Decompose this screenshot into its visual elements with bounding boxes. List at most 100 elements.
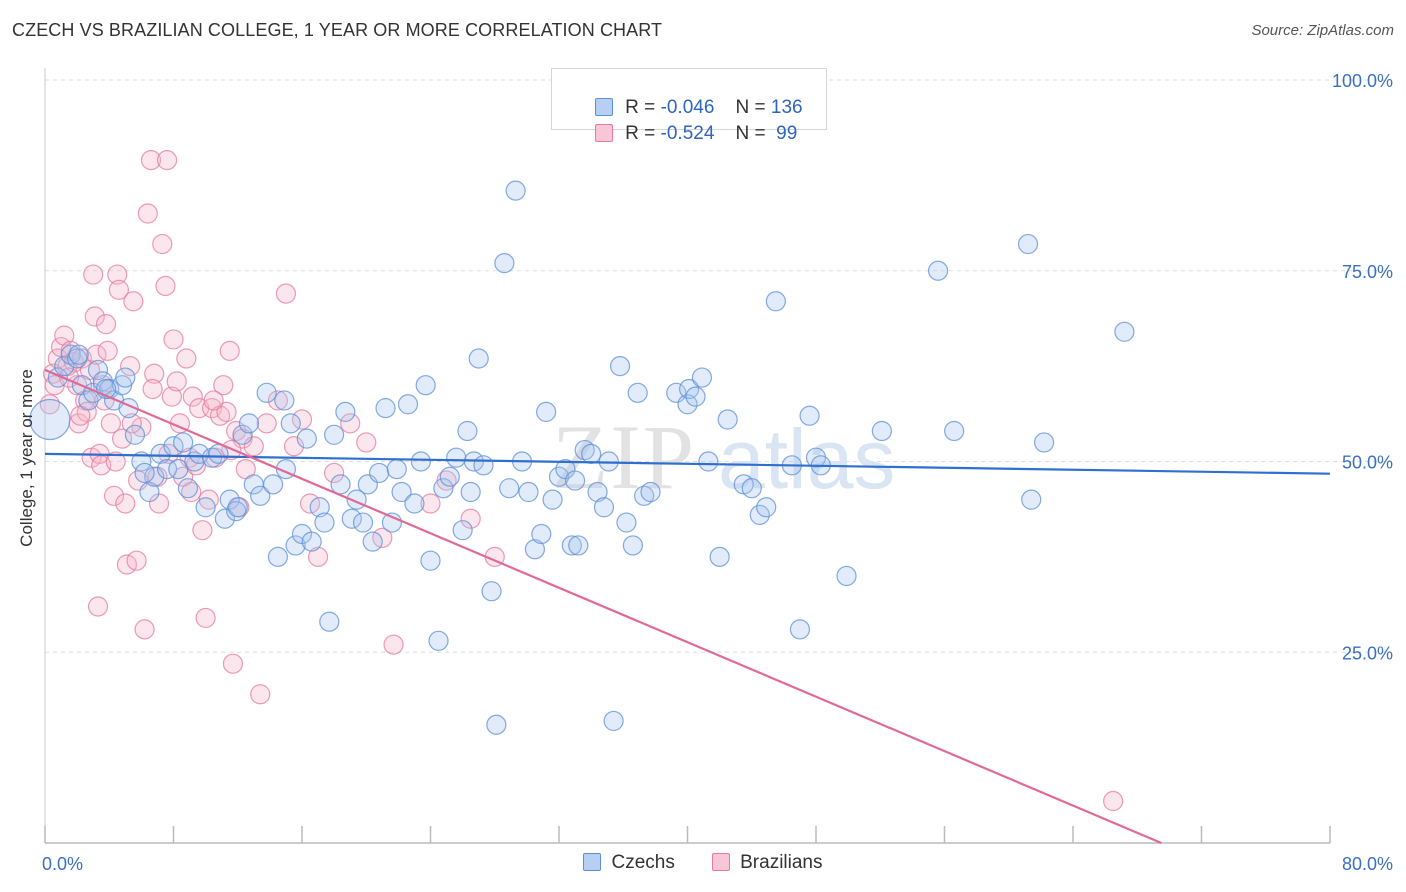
czechs-point bbox=[428, 630, 449, 651]
czechs-point bbox=[481, 581, 502, 602]
czechs-point bbox=[262, 474, 284, 495]
czechs-point bbox=[640, 481, 661, 503]
czechs-point bbox=[301, 531, 322, 552]
brazilians-point bbox=[105, 451, 126, 472]
czechs-point bbox=[587, 481, 608, 503]
brazilians-point bbox=[219, 340, 240, 361]
brazilians-point bbox=[222, 653, 244, 674]
czechs-point bbox=[352, 512, 374, 533]
czechs-point bbox=[139, 481, 160, 503]
czechs-point bbox=[238, 413, 260, 434]
czechs-point bbox=[756, 497, 777, 518]
tick-labels: 25.0% 50.0% 75.0% 100.0% 0.0% 80.0% College, 1… bbox=[17, 71, 1393, 874]
brazilians-point bbox=[87, 596, 109, 617]
czechs-point bbox=[581, 443, 602, 464]
brazilians-trend-line bbox=[44, 368, 1162, 845]
brazilians-point bbox=[111, 428, 133, 449]
czechs-point bbox=[285, 535, 306, 556]
brazilians-point bbox=[108, 279, 129, 300]
czechs-point bbox=[319, 611, 340, 632]
y-tick-label: 100.0% bbox=[1332, 71, 1393, 91]
czechs-point bbox=[214, 508, 235, 529]
czechs-point bbox=[473, 455, 494, 476]
brazilians-point bbox=[283, 436, 305, 457]
czechs-point bbox=[609, 356, 631, 377]
czechs-point bbox=[452, 520, 473, 541]
czechs-point bbox=[1114, 321, 1135, 342]
trend-lines bbox=[44, 368, 1331, 845]
czechs-point bbox=[29, 398, 71, 441]
czechs-point bbox=[1021, 489, 1042, 510]
czechs-point bbox=[87, 359, 109, 381]
czechs-point bbox=[410, 451, 431, 472]
czechs-point bbox=[789, 619, 811, 640]
brazilians-point bbox=[137, 203, 158, 224]
czechs-point bbox=[1033, 432, 1055, 453]
brazilians-point bbox=[383, 634, 404, 655]
brazilians-point bbox=[107, 264, 128, 285]
czechs-point bbox=[568, 535, 589, 556]
czechs-point bbox=[1017, 233, 1039, 255]
brazilians-point bbox=[100, 413, 121, 434]
brazilians-point bbox=[324, 462, 345, 484]
czechs-point bbox=[60, 344, 81, 365]
czechs-point bbox=[460, 481, 481, 503]
czechs-point bbox=[457, 420, 478, 442]
czechs-point bbox=[677, 394, 698, 415]
czechs-point bbox=[542, 489, 563, 510]
czechs-point bbox=[622, 535, 643, 556]
czechs-point bbox=[536, 401, 557, 423]
czechs-point bbox=[627, 382, 648, 403]
czechs-point bbox=[219, 489, 240, 510]
brazilians-point bbox=[181, 481, 202, 503]
legend-item-brazilians: Brazilians bbox=[712, 852, 823, 874]
czechs-point bbox=[415, 375, 436, 396]
czechs-point bbox=[227, 497, 248, 518]
czechs-point bbox=[177, 478, 199, 499]
n-label: N = bbox=[735, 123, 766, 144]
czechs-point bbox=[124, 424, 146, 445]
chart-title: CZECH VS BRAZILIAN COLLEGE, 1 YEAR OR MO… bbox=[12, 20, 663, 40]
brazilians-n-value: 99 bbox=[770, 123, 798, 144]
brazilians-point bbox=[166, 371, 187, 392]
brazilians-point bbox=[140, 150, 162, 171]
brazilians-point bbox=[103, 485, 125, 506]
brazilians-point bbox=[142, 378, 163, 400]
czechs-point bbox=[531, 523, 552, 545]
czechs-point bbox=[593, 497, 615, 518]
brazilians-point bbox=[275, 283, 297, 304]
czechs-point bbox=[524, 539, 546, 560]
brazilians-point bbox=[54, 325, 75, 346]
czechs-point bbox=[250, 485, 271, 506]
czechs-point bbox=[616, 512, 637, 533]
brazilians-point bbox=[115, 493, 136, 514]
brazilians-point bbox=[120, 356, 141, 377]
czechs-point bbox=[486, 714, 507, 735]
czechs-point bbox=[871, 420, 892, 442]
brazilians-legend-swatch bbox=[712, 853, 731, 871]
czechs-point bbox=[439, 466, 460, 487]
brazilians-point bbox=[256, 413, 277, 434]
brazilians-point bbox=[192, 520, 213, 541]
brazilians-point bbox=[121, 413, 142, 434]
czechs-point bbox=[324, 424, 345, 445]
czechs-point bbox=[115, 367, 136, 388]
czechs-point bbox=[709, 546, 730, 567]
correlation-legend: R = -0.046 N = 136 R = -0.524 N = 99 bbox=[551, 68, 827, 144]
czechs-trend-line bbox=[44, 452, 1331, 475]
brazilians-point bbox=[356, 432, 377, 453]
czechs-point bbox=[341, 508, 362, 529]
czechs-point bbox=[518, 481, 539, 503]
brazilians-point bbox=[152, 233, 173, 255]
czechs-point bbox=[134, 462, 155, 484]
czechs-point bbox=[131, 451, 152, 472]
y-tick-label: 25.0% bbox=[1342, 643, 1393, 663]
czechs-point bbox=[335, 401, 356, 423]
brazilians-point bbox=[182, 386, 203, 407]
czechs-point bbox=[836, 565, 857, 587]
brazilians-point bbox=[86, 344, 107, 365]
brazilians-point bbox=[156, 150, 178, 171]
brazilians-point bbox=[340, 413, 361, 434]
brazilians-point bbox=[163, 329, 184, 350]
